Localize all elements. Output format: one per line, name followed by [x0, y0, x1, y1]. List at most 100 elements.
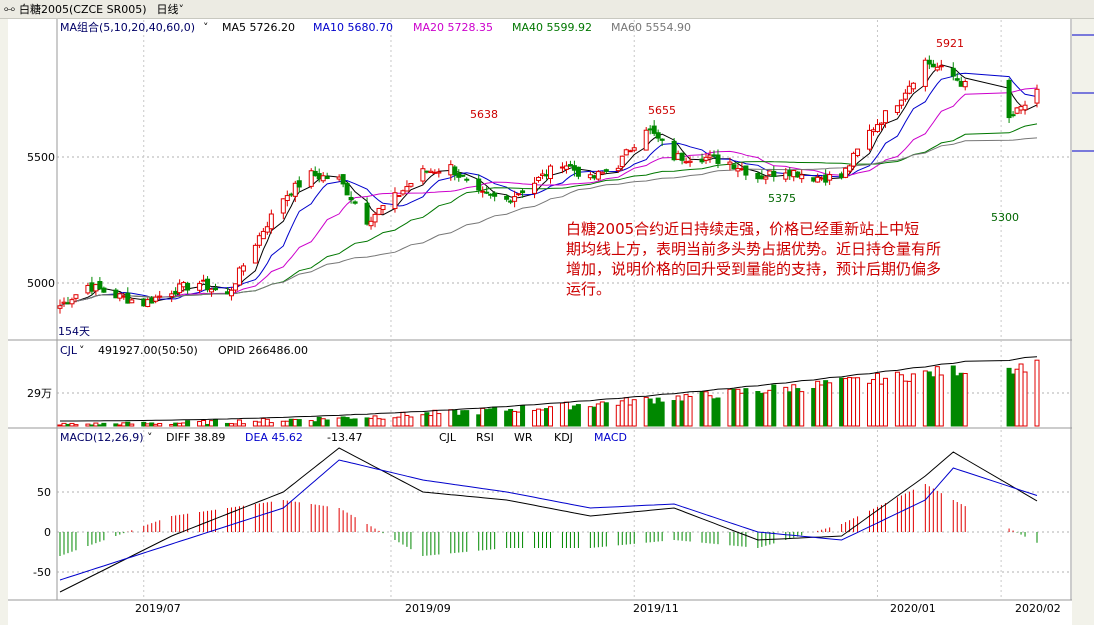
candle-body	[177, 283, 183, 294]
volume-bar	[101, 422, 107, 427]
macd-indicator-label[interactable]: MACD(12,26,9)	[60, 431, 144, 444]
volume-bar	[348, 418, 354, 427]
link-icon[interactable]: ⧟	[4, 2, 15, 15]
ma-combo-label[interactable]: MA组合(5,10,20,40,60,0)	[60, 20, 195, 34]
candle-body	[448, 164, 454, 176]
volume-bar	[352, 418, 358, 427]
volume-bar	[504, 410, 510, 427]
volume-bar	[727, 388, 733, 427]
volume-bar	[173, 422, 179, 427]
date-label: 2020/02	[1015, 602, 1061, 615]
candle-body	[1022, 104, 1028, 111]
volume-bar	[232, 423, 238, 427]
candle-body	[687, 160, 693, 163]
volume-bar	[228, 423, 234, 427]
candle-body	[125, 292, 131, 304]
high-annotation: 5655	[648, 104, 676, 117]
candle-body	[113, 289, 119, 299]
candle-body	[153, 296, 159, 302]
volume-bar	[843, 378, 849, 427]
period-selector[interactable]: 日线˅	[157, 1, 185, 17]
volume-bar	[264, 418, 270, 427]
volume-bar	[563, 401, 569, 427]
volume-bar	[867, 382, 873, 427]
volume-bar	[671, 400, 677, 427]
volume-bar	[484, 409, 490, 427]
candle-body	[958, 80, 964, 87]
candle-body	[292, 182, 298, 197]
indicator-tab-macd[interactable]: MACD	[594, 431, 627, 444]
indicator-tab-wr[interactable]: WR	[514, 431, 533, 444]
chevron-down-icon[interactable]: ˅	[203, 21, 209, 34]
candle-body	[185, 282, 191, 291]
volume-bar	[703, 391, 709, 427]
indicator-tab-rsi[interactable]: RSI	[476, 431, 494, 444]
candle-body	[141, 298, 147, 307]
chevron-down-icon[interactable]: ˅	[79, 344, 85, 357]
volume-bar	[715, 397, 721, 427]
candle-body	[121, 295, 127, 298]
volume-bar	[882, 377, 888, 427]
price-tick-label: 5500	[27, 151, 55, 164]
volume-indicator-label[interactable]: CJL	[60, 344, 78, 357]
volume-bar	[396, 416, 402, 427]
vertical-gridlines	[143, 20, 1002, 600]
candle-body	[69, 299, 75, 305]
candle-body	[882, 110, 888, 124]
candle-body	[201, 279, 207, 282]
volume-bar	[1034, 359, 1040, 427]
macd-series	[59, 447, 1038, 593]
candle-body	[169, 293, 175, 297]
candle-body	[938, 65, 944, 68]
chevron-down-icon: ˅	[178, 3, 185, 16]
candle-body	[567, 164, 573, 167]
ma10-legend: MA10 5680.70	[313, 21, 393, 34]
candle-body	[232, 283, 238, 291]
volume-bar	[57, 424, 63, 427]
candle-body	[288, 193, 294, 196]
candle-body	[675, 153, 681, 160]
volume-bar	[894, 371, 900, 427]
volume-bar	[926, 371, 932, 427]
chevron-down-icon[interactable]: ˅	[147, 431, 153, 444]
volume-bars	[57, 356, 1040, 427]
volume-bar	[280, 420, 286, 427]
candle-body	[73, 294, 79, 299]
volume-bar	[651, 403, 657, 427]
candle-body	[65, 302, 71, 305]
candle-body	[536, 176, 542, 181]
volume-bar	[117, 424, 123, 427]
volume-bar	[89, 424, 95, 427]
ma40-legend: MA40 5599.92	[512, 21, 592, 34]
candle-body	[532, 182, 538, 194]
indicator-tab-cjl[interactable]: CJL	[439, 431, 457, 444]
candle-body	[488, 193, 494, 196]
candle-body	[731, 164, 737, 170]
volume-bar	[679, 400, 685, 427]
candle-body	[520, 190, 526, 194]
volume-bar	[292, 418, 298, 427]
volume-bar	[799, 391, 805, 427]
candle-body	[934, 66, 940, 71]
price-tick-label: 5000	[27, 277, 55, 290]
candle-body	[599, 171, 605, 175]
candle-body	[396, 194, 402, 197]
candle-body	[97, 280, 103, 290]
candle-body	[819, 177, 825, 180]
candle-body	[512, 196, 518, 202]
candle-body	[735, 168, 741, 172]
volume-bar	[711, 398, 717, 427]
candle-body	[213, 287, 219, 291]
dea-value: DEA 45.62	[245, 431, 303, 444]
candle-body	[372, 213, 378, 223]
candle-body	[623, 149, 629, 156]
instrument-title: 白糖2005(CZCE SR005)	[19, 3, 147, 16]
volume-bar	[743, 388, 749, 427]
volume-value: 491927.00(50:50)	[98, 344, 198, 357]
candle-body	[316, 173, 322, 180]
candle-body	[296, 180, 302, 188]
candle-body	[400, 190, 406, 195]
candle-body	[791, 170, 797, 178]
indicator-tab-kdj[interactable]: KDJ	[554, 431, 573, 444]
